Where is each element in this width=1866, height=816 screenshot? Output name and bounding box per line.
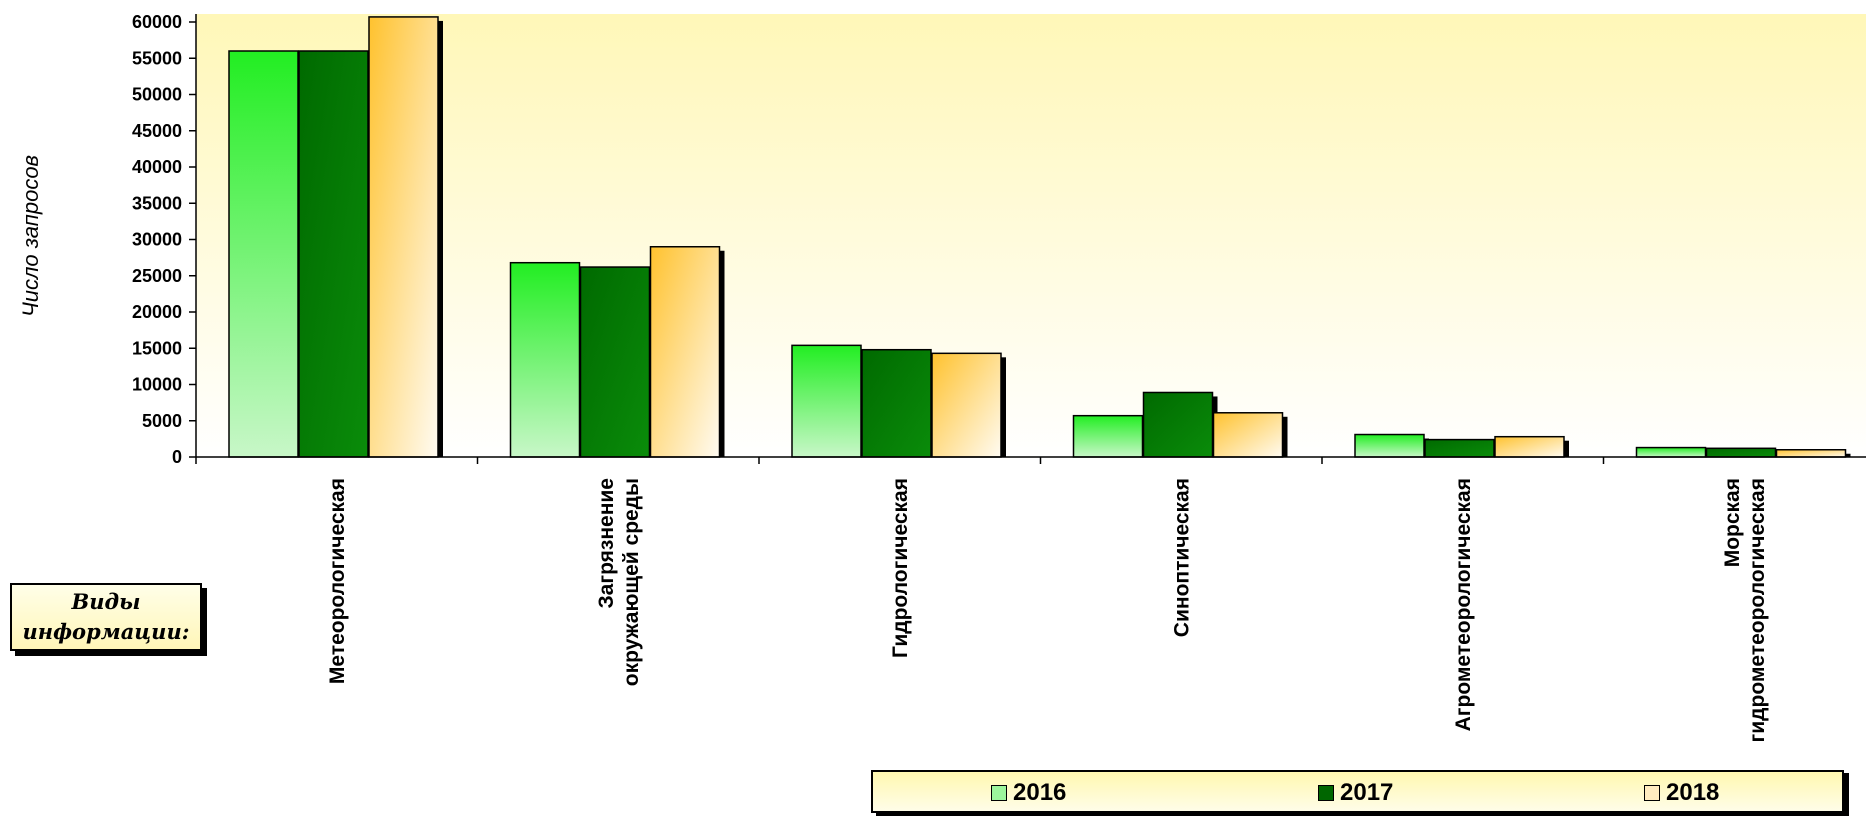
bar-2016-3 [791, 344, 862, 458]
x-category-label: Агрометеорологическая [1452, 478, 1475, 731]
bar-2017-5 [1424, 438, 1495, 458]
legend-swatch-2016 [991, 785, 1007, 801]
x-category-label: Метеорологическая [326, 478, 349, 684]
legend-item-2017: 2017 [1318, 779, 1393, 807]
bar-2017-1 [298, 50, 369, 458]
x-category-label: гидрометеорологическая [1746, 478, 1769, 743]
legend-swatch-2017 [1318, 785, 1334, 801]
bar-2018-3 [931, 352, 1002, 458]
plot-area [196, 14, 1866, 457]
y-tick-label: 20000 [132, 302, 182, 322]
y-tick-label: 50000 [132, 85, 182, 105]
y-tick-label: 5000 [142, 411, 182, 431]
x-axis-title: Виды информации: [22, 589, 190, 644]
x-category-label: Гидрологическая [889, 478, 912, 658]
bar-2018-4 [1212, 412, 1284, 458]
bar-2018-2 [649, 246, 721, 458]
x-category-label: Морская [1721, 478, 1744, 567]
x-category-label: окружающей среды [620, 478, 643, 686]
y-tick-label: 15000 [132, 338, 182, 358]
y-tick-label: 55000 [132, 48, 182, 68]
bar-2016-2 [509, 261, 581, 458]
bar-2017-6 [1705, 447, 1777, 458]
bar-2016-6 [1635, 446, 1707, 458]
legend: 2016 2017 2018 [871, 770, 1844, 813]
y-tick-label: 45000 [132, 121, 182, 141]
bar-2016-4 [1072, 414, 1144, 458]
y-tick-label: 60000 [132, 12, 182, 32]
legend-item-2018: 2018 [1644, 779, 1719, 807]
bar-2017-3 [861, 348, 932, 458]
y-tick-label: 40000 [132, 157, 182, 177]
legend-swatch-2018 [1644, 785, 1660, 801]
bar-2017-2 [579, 266, 651, 458]
y-tick-label: 30000 [132, 230, 182, 250]
legend-label-2018: 2018 [1666, 779, 1720, 806]
legend-label-2016: 2016 [1013, 779, 1067, 806]
y-axis-title: Число запросов [18, 155, 43, 317]
x-category-label: Синоптическая [1170, 478, 1193, 637]
y-tick-label: 35000 [132, 193, 182, 213]
bar-2018-1 [368, 16, 439, 458]
bar-2018-6 [1775, 449, 1847, 458]
bar-2017-4 [1142, 391, 1214, 458]
y-tick-label: 0 [172, 447, 182, 467]
x-axis-title-box: Виды информации: [10, 583, 202, 651]
y-tick-label: 10000 [132, 375, 182, 395]
legend-label-2017: 2017 [1340, 779, 1394, 806]
legend-item-2016: 2016 [991, 779, 1066, 807]
bar-2016-1 [228, 50, 299, 458]
bar-2016-5 [1354, 433, 1425, 458]
bar-2018-5 [1494, 435, 1565, 458]
x-category-label: Загрязнение [595, 478, 618, 608]
y-tick-label: 25000 [132, 266, 182, 286]
